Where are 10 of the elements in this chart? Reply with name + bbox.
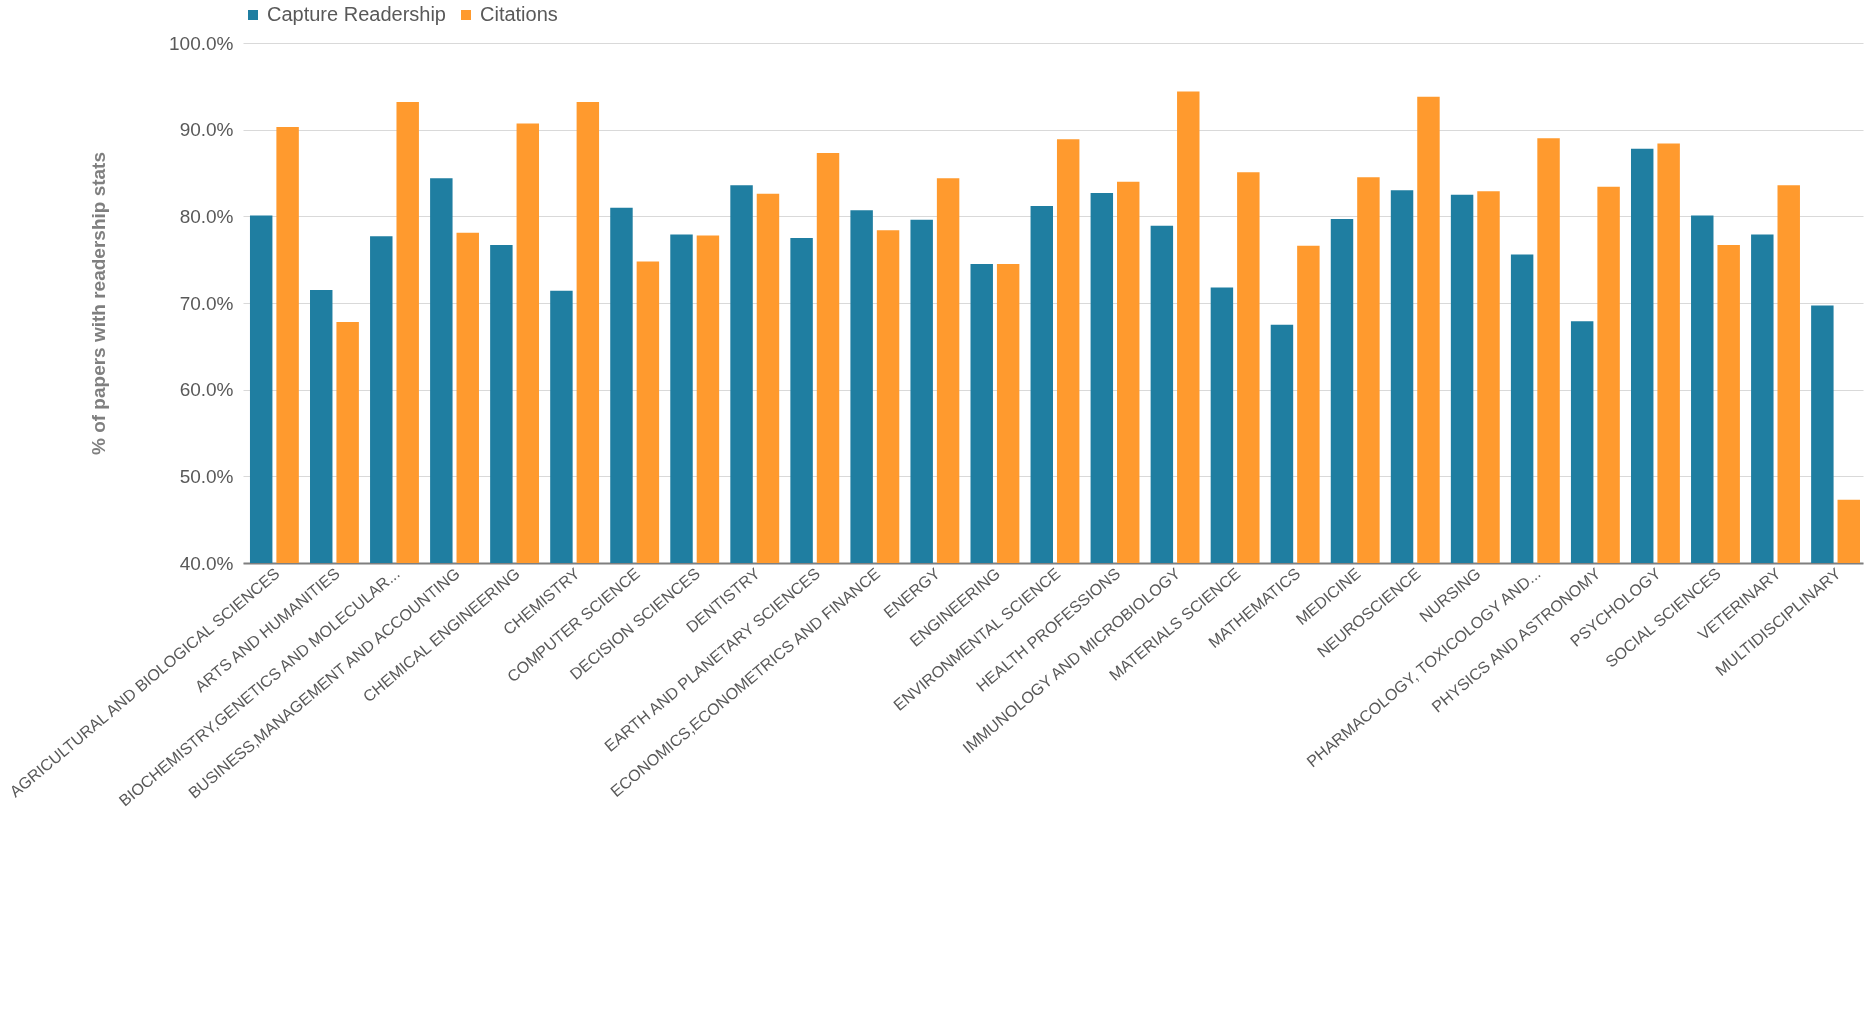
y-tick-label: 40.0% [179, 552, 234, 574]
y-tick-label: 60.0% [179, 379, 234, 401]
legend-label: Capture Readership [267, 3, 446, 25]
y-tick-label: 90.0% [179, 119, 234, 141]
y-tick-label: 70.0% [179, 292, 234, 314]
legend-label: Citations [480, 3, 558, 25]
y-axis-title: % of papers with readership stats [88, 151, 110, 456]
y-tick-label: 100.0% [169, 32, 234, 54]
y-tick-label: 80.0% [179, 205, 234, 227]
y-tick-label: 50.0% [179, 465, 234, 487]
